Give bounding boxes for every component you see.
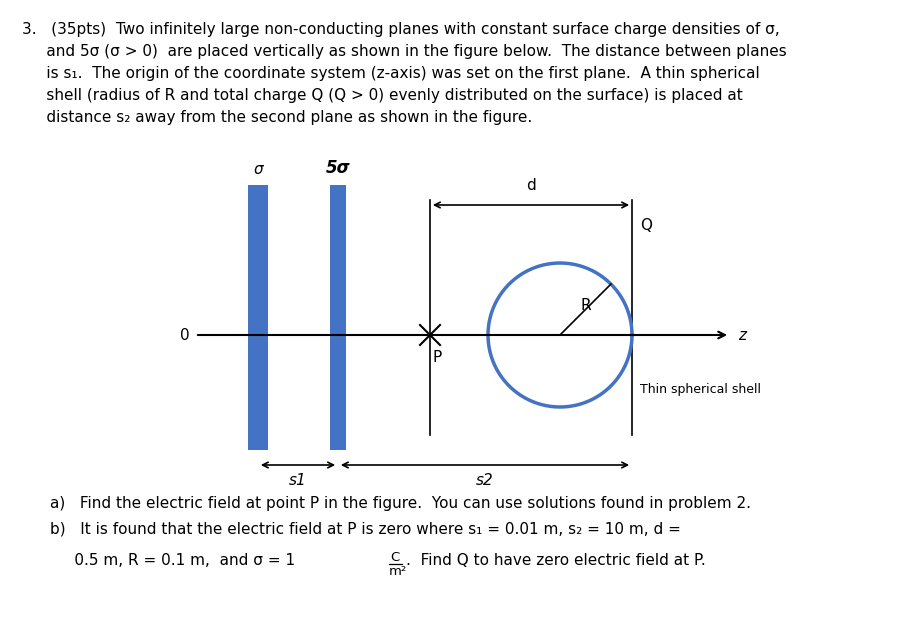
Bar — [248, 185, 268, 450]
Text: 0: 0 — [180, 328, 190, 343]
Text: 3.   (35pts)  Two infinitely large non-conducting planes with constant surface c: 3. (35pts) Two infinitely large non-cond… — [22, 22, 780, 37]
Text: a)   Find the electric field at point P in the figure.  You can use solutions fo: a) Find the electric field at point P in… — [50, 496, 751, 511]
Text: Thin spherical shell: Thin spherical shell — [640, 384, 761, 396]
Text: distance s₂ away from the second plane as shown in the figure.: distance s₂ away from the second plane a… — [22, 110, 533, 125]
Text: 5σ: 5σ — [325, 159, 350, 177]
Text: m²: m² — [389, 565, 407, 578]
Text: and 5σ (σ > 0)  are placed vertically as shown in the figure below.  The distanc: and 5σ (σ > 0) are placed vertically as … — [22, 44, 787, 59]
Text: s2: s2 — [476, 473, 494, 488]
Bar — [330, 185, 346, 450]
Text: b)   It is found that the electric field at P is zero where s₁ = 0.01 m, s₂ = 10: b) It is found that the electric field a… — [50, 521, 681, 536]
Text: 0.5 m, R = 0.1 m,  and σ = 1: 0.5 m, R = 0.1 m, and σ = 1 — [50, 553, 295, 568]
Text: R: R — [580, 298, 591, 313]
Text: P: P — [432, 350, 441, 365]
Text: σ: σ — [254, 162, 263, 177]
Text: shell (radius of R and total charge Q (Q > 0) evenly distributed on the surface): shell (radius of R and total charge Q (Q… — [22, 88, 743, 103]
Text: d: d — [526, 178, 536, 193]
Text: z: z — [738, 328, 746, 343]
Text: .  Find Q to have zero electric field at P.: . Find Q to have zero electric field at … — [406, 553, 705, 568]
Text: is s₁.  The origin of the coordinate system (z-axis) was set on the first plane.: is s₁. The origin of the coordinate syst… — [22, 66, 760, 81]
Text: s1: s1 — [289, 473, 307, 488]
Text: Q: Q — [640, 218, 652, 233]
Text: C: C — [390, 551, 399, 564]
